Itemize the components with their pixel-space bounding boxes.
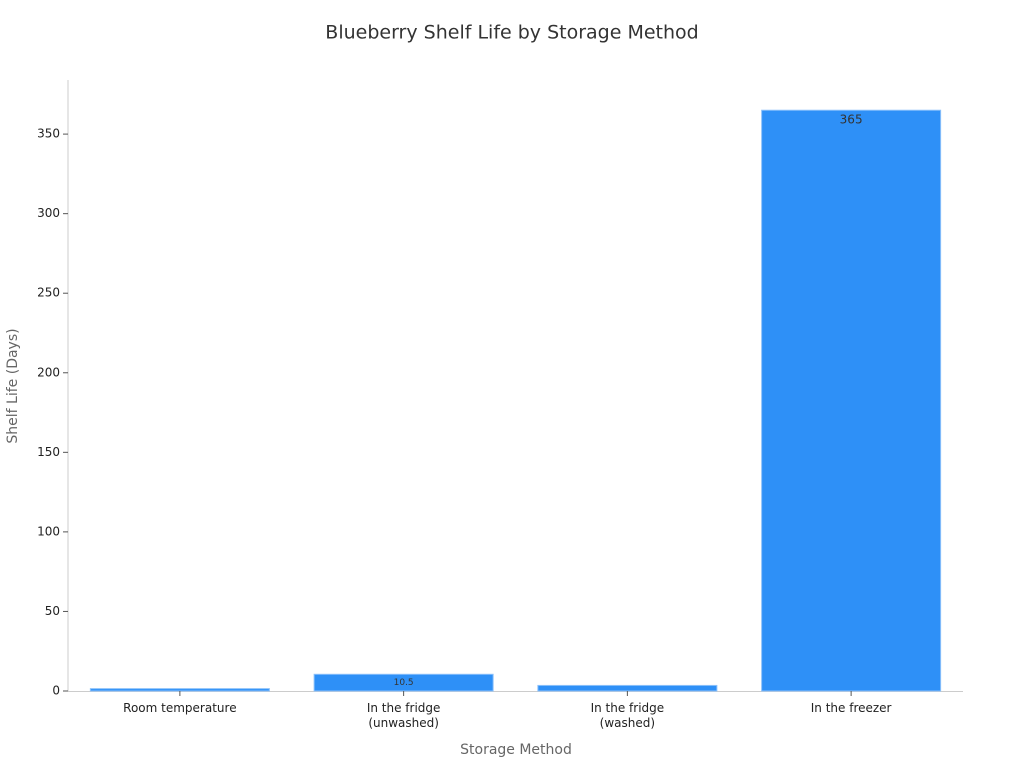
y-tick-label: 300	[37, 206, 60, 220]
bar	[761, 109, 942, 692]
y-tick-label: 200	[37, 365, 60, 379]
value-label: 365	[840, 113, 863, 127]
bar	[89, 688, 270, 692]
value-label: 10.5	[394, 678, 414, 688]
chart-title: Blueberry Shelf Life by Storage Method	[325, 22, 698, 44]
bar	[537, 684, 718, 692]
y-tick-label: 250	[37, 286, 60, 300]
x-tick-label: Room temperature	[123, 701, 236, 715]
y-tick-label: 0	[52, 684, 60, 698]
y-tick-label: 150	[37, 445, 60, 459]
x-tick-label: In the fridge (washed)	[591, 701, 665, 730]
y-tick-label: 100	[37, 524, 60, 538]
x-axis-title: Storage Method	[460, 742, 572, 758]
x-tick-label: In the freezer	[811, 701, 892, 715]
y-tick-label: 350	[37, 127, 60, 141]
y-tick-label: 50	[45, 604, 60, 618]
y-axis-title: Shelf Life (Days)	[5, 328, 21, 443]
x-tick-label: In the fridge (unwashed)	[367, 701, 441, 730]
